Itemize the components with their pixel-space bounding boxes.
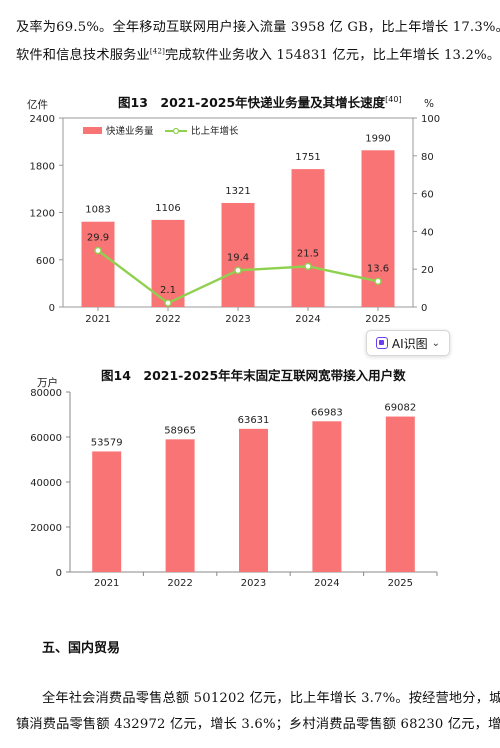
paragraph-text: 完成软件业务收入 154831 亿元，比上年增长 13.2%。: [165, 48, 500, 63]
bar: [165, 439, 195, 572]
figure13-title: 图13 2021-2025年快递业务量及其增长速度[40]: [118, 92, 402, 111]
x-tick-label: 2025: [388, 578, 413, 589]
y2-tick-label: 80: [421, 152, 434, 163]
x-tick-label: 2025: [365, 314, 390, 325]
paragraph-line: 及率为69.5%。全年移动互联网用户接入流量 3958 亿 GB，比上年增长 1…: [16, 20, 500, 35]
legend-line-marker: [172, 127, 180, 135]
y2-tick-label: 40: [421, 227, 434, 238]
bar-value-label: 1106: [155, 203, 180, 214]
y2-tick-label: 0: [421, 303, 427, 314]
y-tick-label: 2400: [30, 114, 55, 125]
growth-point: [94, 246, 102, 255]
paragraph-line: 全年社会消费品零售总额 501202 亿元，比上年增长 3.7%。按经营地分，城: [42, 691, 500, 706]
x-tick-label: 2022: [155, 314, 180, 325]
ai-scan-icon: [375, 337, 388, 349]
figure13-title-text: 图13 2021-2025年快递业务量及其增长速度: [118, 95, 386, 110]
bar: [221, 202, 255, 307]
y-tick-label: 600: [36, 256, 55, 267]
bar: [239, 428, 268, 572]
bar-value-label: 58965: [164, 425, 196, 436]
bar: [81, 221, 115, 307]
y-tick-label: 60000: [30, 433, 62, 444]
y-tick-label: 1800: [30, 161, 55, 172]
x-tick-label: 2021: [94, 578, 119, 589]
y-tick-label: 80000: [30, 388, 62, 399]
x-tick-label: 2024: [314, 578, 339, 589]
growth-point: [374, 277, 382, 285]
y2-tick-label: 60: [421, 190, 434, 201]
ai-recognize-label: AI识图: [391, 336, 428, 351]
growth-value-label: 21.5: [297, 248, 319, 259]
x-tick-label: 2023: [241, 578, 266, 589]
footnote-mark: [42]: [149, 47, 166, 56]
bar-value-label: 63631: [238, 415, 270, 426]
bar-value-label: 1751: [295, 152, 320, 163]
bar-value-label: 1083: [85, 205, 110, 216]
ai-recognize-button[interactable]: AI识图 ⌄: [366, 330, 450, 356]
y-tick-label: 20000: [30, 523, 62, 534]
paragraph-line: 镇消费品零售额 432972 亿元，增长 3.6%；乡村消费品零售额 68230…: [16, 717, 500, 732]
bar-value-label: 1321: [225, 186, 250, 197]
bar-value-label: 69082: [384, 403, 416, 414]
figure13-right-unit: %: [424, 98, 434, 110]
bar-value-label: 66983: [311, 407, 343, 418]
y-tick-label: 0: [49, 303, 55, 314]
paragraph-text: 软件和信息技术服务业: [16, 48, 150, 63]
y2-tick-label: 20: [421, 265, 434, 276]
growth-value-label: 13.6: [367, 263, 389, 274]
bar-value-label: 53579: [91, 437, 123, 448]
growth-value-label: 2.1: [160, 285, 176, 296]
growth-value-label: 29.9: [87, 232, 109, 243]
bar: [151, 219, 185, 307]
x-tick-label: 2021: [85, 314, 110, 325]
bar: [291, 169, 325, 307]
x-tick-label: 2023: [225, 314, 250, 325]
bar: [92, 451, 122, 572]
figure14-chart: 0 20000 40000 60000 80000 53579 2021 58965 2022 6…: [30, 388, 438, 589]
y2-tick-label: 100: [421, 114, 440, 125]
figure13-left-unit: 亿件: [27, 99, 48, 111]
growth-point: [304, 262, 312, 271]
figure13-title-ref: [40]: [385, 94, 402, 104]
y-tick-label: 0: [56, 568, 62, 579]
section-heading: 五、国内贸易: [42, 641, 121, 656]
figure14-unit: 万户: [37, 377, 58, 389]
growth-value-label: 19.4: [227, 252, 249, 263]
figure14-title: 图14 2021-2025年年末固定互联网宽带接入用户数: [101, 368, 406, 383]
paragraph-line: 软件和信息技术服务业[42]完成软件业务收入 154831 亿元，比上年增长 1…: [16, 44, 500, 63]
growth-point: [164, 299, 172, 307]
bar: [385, 416, 415, 572]
bar-value-label: 1990: [365, 133, 390, 144]
legend-line-label: 比上年增长: [191, 125, 239, 137]
x-tick-label: 2024: [295, 314, 320, 325]
y-tick-label: 40000: [30, 478, 62, 489]
bar: [312, 421, 342, 572]
chevron-down-icon: ⌄: [431, 337, 441, 349]
x-tick-label: 2022: [167, 578, 192, 589]
legend-bar-swatch: [83, 127, 102, 134]
legend-bar-label: 快递业务量: [106, 125, 154, 137]
y-tick-label: 1200: [30, 209, 55, 220]
growth-point: [234, 266, 242, 275]
figure13-chart: 0 600 1200 1800 2400 0 20 40 60 80 100 1083 2021 1106…: [30, 114, 441, 325]
